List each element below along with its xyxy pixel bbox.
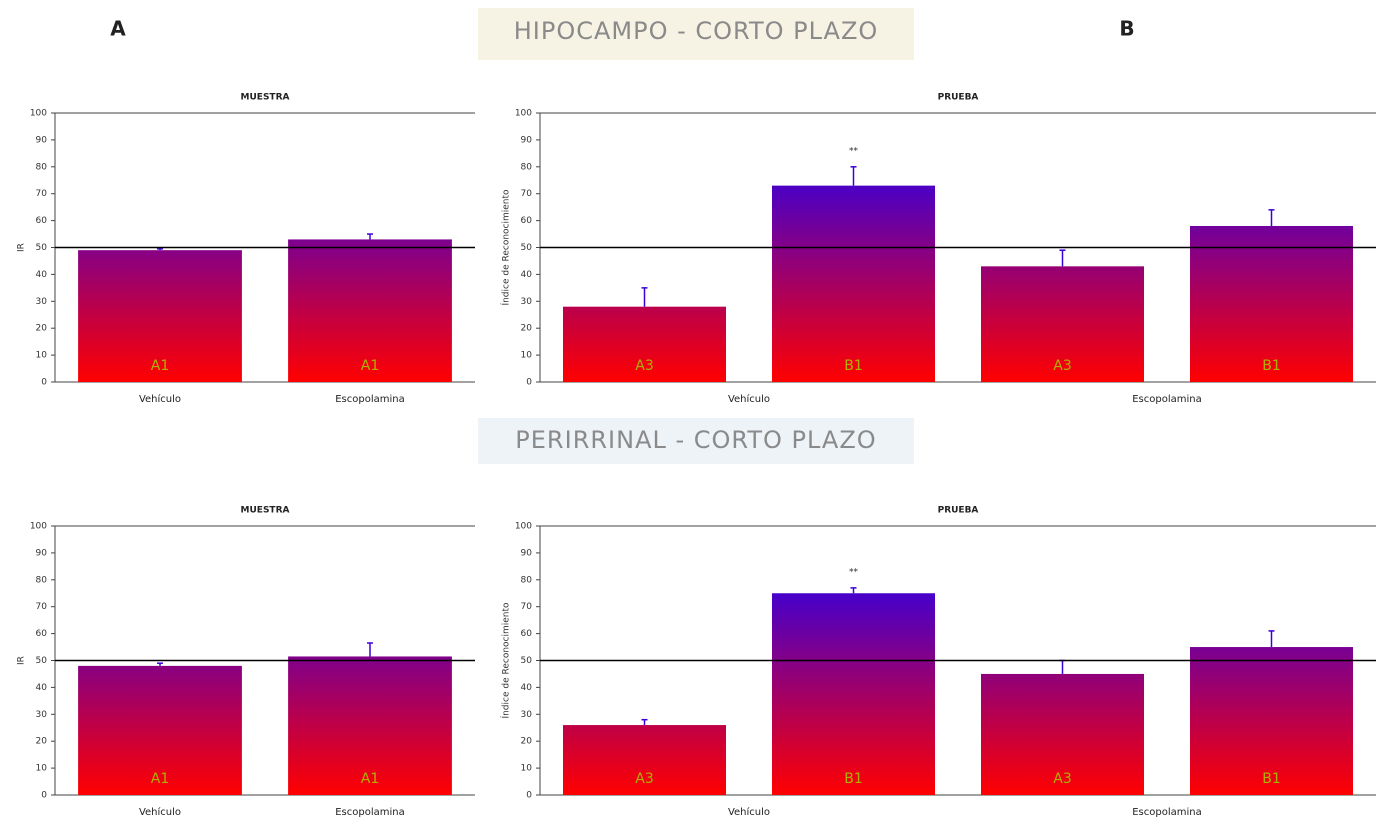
y-tick-label: 10 [36, 351, 48, 361]
bar-label: A1 [361, 771, 379, 787]
y-tick-label: 80 [521, 162, 533, 172]
bar-label: A3 [635, 358, 653, 374]
y-tick-label: 30 [521, 710, 533, 720]
y-tick-label: 70 [521, 189, 533, 199]
y-tick-label: 30 [521, 297, 533, 307]
bar-label: A1 [151, 358, 169, 374]
y-tick-label: 100 [515, 522, 532, 532]
y-axis-label: IR [17, 656, 27, 665]
bar-label: B1 [1262, 358, 1281, 374]
x-group-label: Vehículo [728, 393, 770, 405]
chart-title: MUESTRA [241, 93, 290, 103]
y-axis-label: IR [17, 243, 27, 252]
y-tick-label: 40 [521, 683, 533, 693]
y-tick-label: 80 [36, 162, 48, 172]
y-axis-label: Índice de Reconocimiento [500, 189, 512, 306]
y-tick-label: 10 [521, 764, 533, 774]
y-tick-label: 70 [521, 602, 533, 612]
bar-label: B1 [1262, 771, 1281, 787]
y-tick-label: 40 [36, 270, 48, 280]
y-tick-label: 20 [36, 737, 48, 747]
y-tick-label: 0 [526, 791, 532, 801]
section-title: HIPOCAMPO - CORTO PLAZO [514, 17, 879, 45]
y-tick-label: 30 [36, 710, 48, 720]
annotation: ** [849, 146, 859, 156]
y-tick-label: 20 [521, 324, 533, 334]
y-tick-label: 40 [521, 270, 533, 280]
bar-label: B1 [844, 771, 863, 787]
bar-label: A1 [361, 358, 379, 374]
y-tick-label: 60 [521, 216, 533, 226]
panel-label: B [1119, 17, 1134, 41]
y-tick-label: 70 [36, 602, 48, 612]
y-tick-label: 100 [515, 109, 532, 119]
bar [772, 186, 935, 382]
y-tick-label: 50 [36, 243, 48, 253]
y-tick-label: 20 [521, 737, 533, 747]
section-title: PERIRRINAL - CORTO PLAZO [515, 426, 876, 454]
x-group-label: Escopolamina [1132, 394, 1202, 405]
x-group-label: Vehículo [139, 806, 181, 818]
y-tick-label: 60 [36, 216, 48, 226]
y-tick-label: 80 [36, 575, 48, 585]
x-group-label: Escopolamina [335, 807, 405, 818]
chart-title: MUESTRA [241, 506, 290, 516]
y-tick-label: 0 [526, 378, 532, 388]
y-tick-label: 10 [521, 351, 533, 361]
y-tick-label: 30 [36, 297, 48, 307]
figure: A B HIPOCAMPO - CORTO PLAZO PERIRRINAL -… [0, 0, 1376, 822]
bar-label: A1 [151, 771, 169, 787]
bar-label: A3 [1053, 358, 1071, 374]
x-group-label: Vehículo [728, 806, 770, 818]
bar [772, 593, 935, 795]
chart-title: PRUEBA [938, 93, 979, 103]
y-tick-label: 0 [41, 378, 47, 388]
y-tick-label: 50 [521, 243, 533, 253]
bar-label: A3 [1053, 771, 1071, 787]
bar-label: B1 [844, 358, 863, 374]
y-tick-label: 70 [36, 189, 48, 199]
y-tick-label: 10 [36, 764, 48, 774]
y-tick-label: 90 [521, 135, 533, 145]
y-tick-label: 100 [30, 522, 47, 532]
panel-label: A [110, 17, 126, 41]
y-tick-label: 80 [521, 575, 533, 585]
y-tick-label: 20 [36, 324, 48, 334]
y-tick-label: 60 [521, 629, 533, 639]
x-group-label: Escopolamina [1132, 807, 1202, 818]
y-axis-label: Índice de Reconocimiento [500, 602, 512, 719]
y-tick-label: 90 [36, 135, 48, 145]
y-tick-label: 40 [36, 683, 48, 693]
y-tick-label: 50 [36, 656, 48, 666]
annotation: ** [849, 567, 859, 577]
y-tick-label: 60 [36, 629, 48, 639]
y-tick-label: 90 [521, 548, 533, 558]
y-tick-label: 100 [30, 109, 47, 119]
x-group-label: Escopolamina [335, 394, 405, 405]
y-tick-label: 0 [41, 791, 47, 801]
y-tick-label: 50 [521, 656, 533, 666]
y-tick-label: 90 [36, 548, 48, 558]
x-group-label: Vehículo [139, 393, 181, 405]
bar-label: A3 [635, 771, 653, 787]
chart-title: PRUEBA [938, 506, 979, 516]
